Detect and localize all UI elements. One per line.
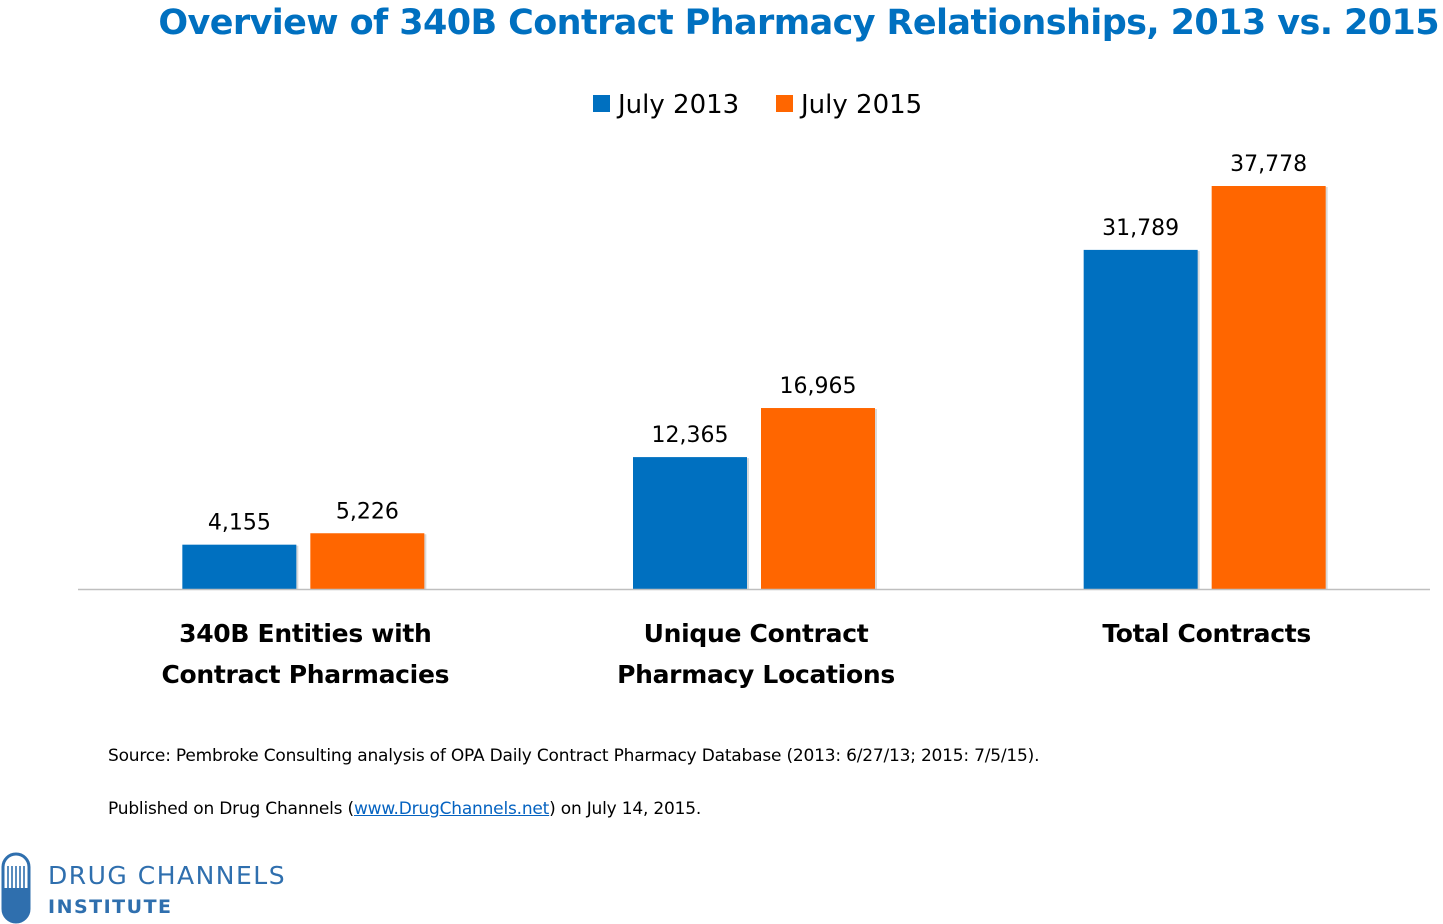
category-label: 340B Entities with (179, 619, 431, 648)
logo-text-line1: DRUG CHANNELS (48, 861, 287, 890)
category-label: Contract Pharmacies (161, 660, 449, 689)
data-label: 31,789 (1102, 216, 1179, 241)
category-label: Unique Contract (644, 619, 869, 648)
published-prefix: Published on Drug Channels ( (108, 799, 354, 819)
data-label: 5,226 (336, 499, 399, 524)
drug-channels-logo: DRUG CHANNELS INSTITUTE (0, 852, 340, 924)
bar-2015 (1211, 186, 1326, 589)
legend-swatch-2013 (593, 95, 610, 112)
pill-capsule-icon (1, 852, 31, 924)
bar-2015 (761, 408, 875, 589)
data-label: 12,365 (652, 423, 729, 448)
data-label: 4,155 (208, 511, 271, 536)
bar-2013 (1083, 249, 1198, 589)
published-note: Published on Drug Channels (www.DrugChan… (108, 799, 701, 819)
category-label: Total Contracts (1102, 619, 1311, 648)
logo-text-line2: INSTITUTE (48, 896, 173, 918)
legend-label-2015: July 2015 (799, 90, 922, 120)
published-suffix: ) on July 14, 2015. (549, 799, 702, 819)
legend-swatch-2015 (776, 95, 793, 112)
source-note: Source: Pembroke Consulting analysis of … (108, 746, 1040, 766)
chart-title: Overview of 340B Contract Pharmacy Relat… (158, 3, 1439, 43)
data-label: 37,778 (1230, 152, 1307, 177)
category-label: Pharmacy Locations (617, 660, 895, 689)
bar-2013 (633, 457, 747, 589)
data-label: 16,965 (780, 374, 857, 399)
bar-2013 (182, 544, 297, 589)
drugchannels-link[interactable]: www.DrugChannels.net (353, 799, 550, 819)
bar-chart: 4,155 5,226 340B Entities with Contract Pha… (78, 90, 1430, 689)
legend-label-2013: July 2013 (616, 90, 739, 120)
bar-2015 (310, 533, 425, 589)
